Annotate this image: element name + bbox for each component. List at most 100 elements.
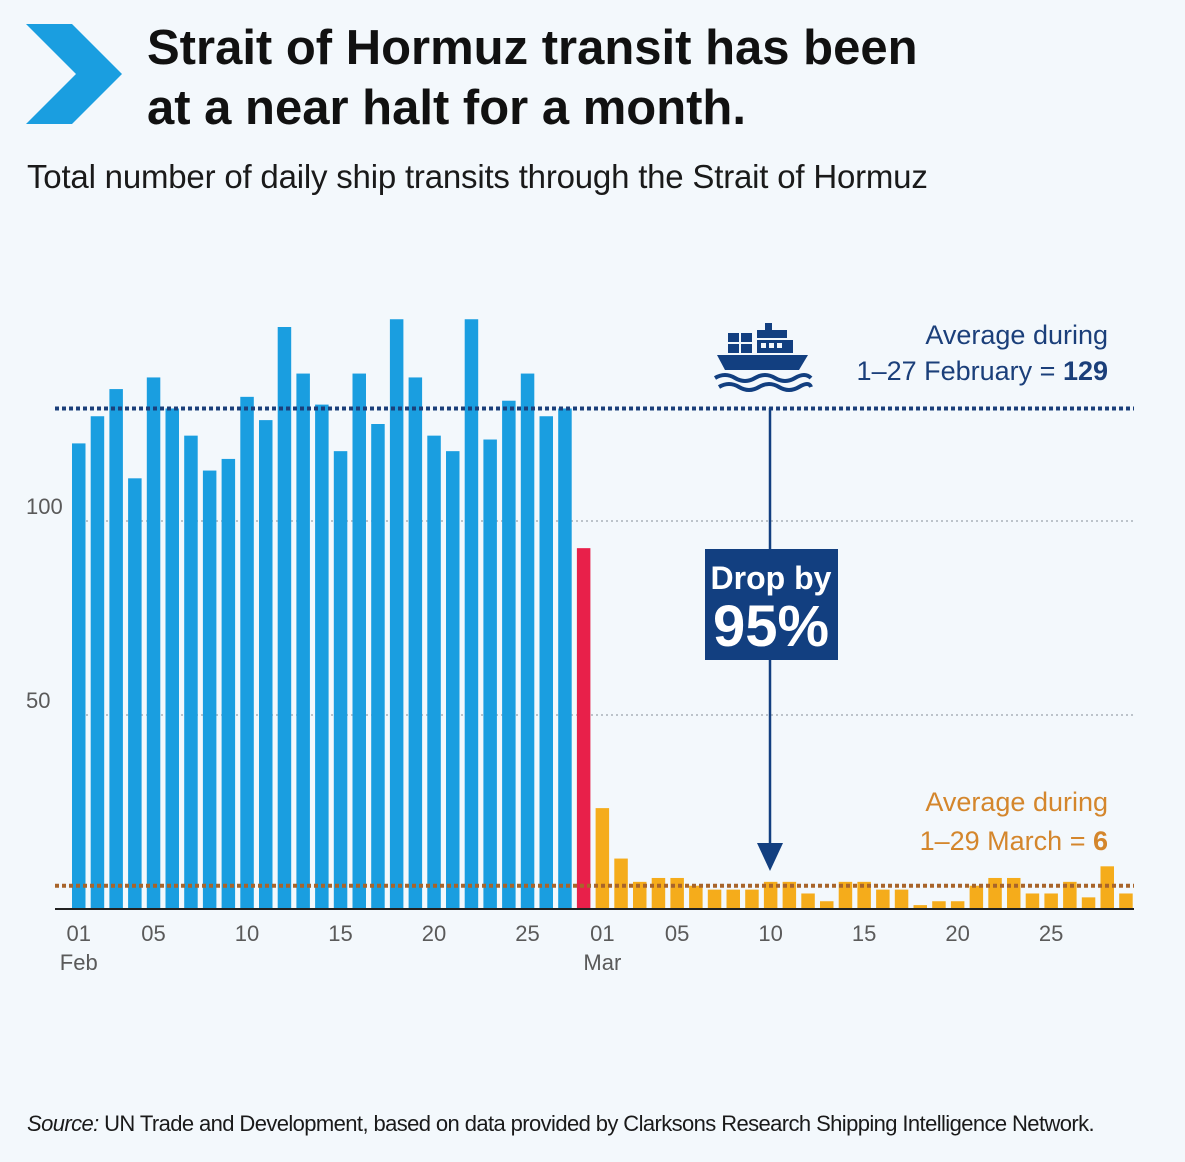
feb-average-line2: 1–27 February = 129 — [857, 356, 1108, 386]
mar-average-value: 6 — [1093, 826, 1108, 856]
bar-feb-27 — [558, 408, 572, 909]
x-tick-label: 20 — [422, 921, 446, 946]
bar-mar-25 — [1044, 893, 1058, 909]
bar-mar-17 — [894, 889, 909, 909]
bar-feb-10 — [240, 396, 254, 910]
drop-annotation-box: Drop by 95% — [705, 549, 838, 660]
bar-mar-15 — [857, 881, 871, 909]
bar-feb-09 — [221, 458, 236, 909]
y-axis-tick-labels: 50 100 — [26, 494, 63, 713]
x-tick-month-label: Mar — [583, 950, 621, 975]
x-tick-label: 01 — [590, 921, 614, 946]
y-tick-label: 100 — [26, 494, 63, 519]
bar-mar-08 — [726, 889, 740, 909]
drop-label-line1: Drop by — [711, 560, 832, 596]
feb-average-label: Average during 1–27 February = 129 — [857, 320, 1108, 386]
bar-feb-24 — [502, 400, 516, 909]
source-label: Source: — [27, 1111, 99, 1136]
bar-mar-03 — [633, 881, 647, 909]
bar-feb-07 — [184, 435, 198, 909]
feb-average-value: 129 — [1063, 356, 1108, 386]
bar-feb-20 — [427, 435, 441, 909]
bar-mar-02 — [614, 858, 628, 909]
bar-mar-01 — [595, 808, 610, 909]
x-tick-label: 10 — [235, 921, 259, 946]
bar-feb-12 — [277, 327, 292, 909]
bar-mar-04 — [651, 877, 666, 909]
average-lines — [55, 406, 1134, 888]
mar-average-prefix: 1–29 March = — [920, 826, 1093, 856]
bar-feb-23 — [483, 439, 497, 909]
bar-feb-15 — [333, 451, 348, 909]
title-line-2: at a near halt for a month. — [147, 81, 746, 135]
x-tick-label: 25 — [1039, 921, 1063, 946]
x-tick-label: 25 — [515, 921, 539, 946]
x-tick-month-label: Feb — [60, 950, 98, 975]
bar-feb-28 — [576, 548, 591, 909]
bars — [72, 319, 1133, 910]
feb-average-prefix: 1–27 February = — [857, 356, 1063, 386]
bar-feb-18 — [389, 319, 404, 909]
x-axis-tick-labels: 01 Feb 05 10 15 20 25 01 Mar 05 10 15 20 25 — [60, 921, 1064, 975]
x-tick-label: 20 — [945, 921, 969, 946]
bar-feb-04 — [128, 478, 142, 909]
chevron-icon — [26, 24, 122, 124]
bar-feb-14 — [315, 404, 329, 909]
x-tick-label: 01 — [67, 921, 91, 946]
y-tick-label: 50 — [26, 688, 50, 713]
feb-average-line1: Average during — [925, 320, 1108, 350]
bar-mar-23 — [1007, 877, 1021, 909]
bar-mar-05 — [670, 877, 684, 909]
mar-average-line2: 1–29 March = 6 — [920, 826, 1108, 856]
source-note: Source: UN Trade and Development, based … — [27, 1111, 1095, 1137]
bar-feb-26 — [539, 416, 553, 909]
title-line-1: Strait of Hormuz transit has been — [147, 21, 918, 75]
bar-mar-19 — [932, 901, 946, 909]
bar-feb-02 — [90, 416, 105, 909]
x-tick-label: 15 — [328, 921, 352, 946]
bar-mar-29 — [1119, 893, 1133, 909]
bar-mar-20 — [950, 901, 965, 909]
bar-feb-06 — [165, 408, 179, 909]
mar-average-line1: Average during — [925, 787, 1108, 817]
bar-mar-22 — [988, 877, 1002, 909]
chart-subtitle: Total number of daily ship transits thro… — [27, 158, 928, 195]
bar-mar-09 — [745, 889, 759, 909]
bar-mar-21 — [969, 885, 984, 909]
bar-mar-11 — [782, 881, 797, 909]
bar-mar-18 — [913, 905, 927, 909]
bar-feb-21 — [446, 451, 460, 909]
bar-feb-17 — [371, 424, 385, 909]
bar-mar-26 — [1063, 881, 1077, 909]
bar-mar-07 — [707, 889, 722, 909]
bar-feb-08 — [202, 470, 217, 909]
cargo-ship-icon — [713, 323, 813, 392]
bar-feb-25 — [520, 373, 535, 909]
bar-feb-13 — [296, 373, 310, 909]
bar-feb-22 — [464, 319, 479, 909]
bar-mar-06 — [689, 885, 703, 909]
page-title: Strait of Hormuz transit has been at a n… — [147, 18, 1127, 138]
bar-feb-01 — [72, 443, 86, 909]
bar-mar-14 — [838, 881, 853, 909]
bar-feb-19 — [408, 377, 423, 909]
bar-feb-11 — [259, 420, 273, 909]
bar-mar-13 — [820, 901, 834, 909]
x-tick-label: 05 — [141, 921, 165, 946]
bar-mar-16 — [876, 889, 890, 909]
bar-mar-10 — [763, 881, 778, 909]
bar-feb-05 — [146, 377, 161, 909]
bar-mar-12 — [801, 893, 815, 909]
bar-mar-27 — [1081, 897, 1096, 909]
bar-feb-16 — [352, 373, 366, 909]
source-text: UN Trade and Development, based on data … — [98, 1111, 1095, 1136]
drop-label-line2: 95% — [713, 594, 829, 659]
bar-mar-24 — [1025, 893, 1040, 909]
x-tick-label: 05 — [665, 921, 689, 946]
x-tick-label: 15 — [852, 921, 876, 946]
bar-feb-03 — [109, 389, 123, 910]
x-tick-label: 10 — [758, 921, 782, 946]
mar-average-label: Average during 1–29 March = 6 — [920, 787, 1108, 856]
